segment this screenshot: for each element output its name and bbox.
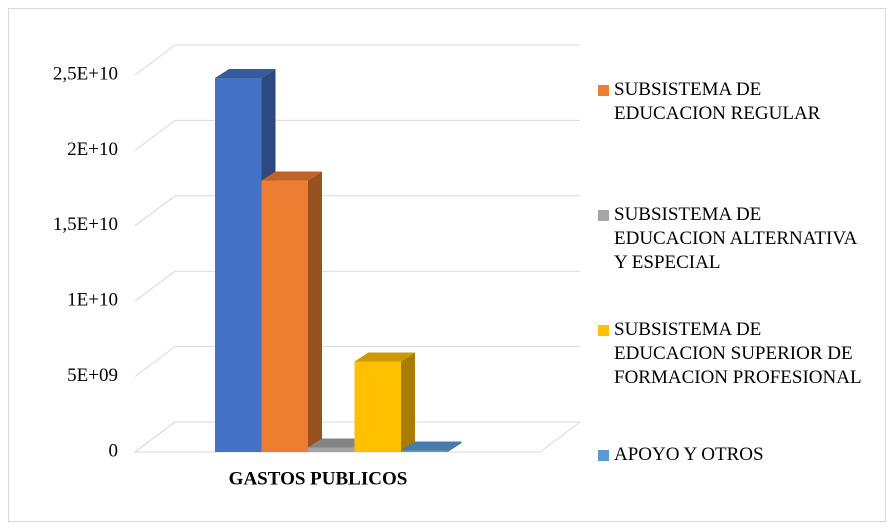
bar-top [215,69,276,79]
bar [401,450,448,452]
chart-border [8,8,886,522]
bar-top [401,441,462,451]
grid-line [134,44,176,76]
grid-line [134,346,176,378]
legend-label: SUBSISTEMA DE EDUCACION ALTERNATIVA Y ES… [614,204,857,273]
grid-line [134,120,176,151]
legend-label: SUBSISTEMA DE EDUCACION SUPERIOR DE FORM… [614,319,862,388]
grid-line [134,270,176,302]
legend-swatch [598,210,609,221]
y-tick-label: 1E+10 [67,290,118,311]
bar-top [261,171,322,181]
y-tick-label: 2,5E+10 [53,63,118,84]
bar-top [354,352,415,362]
y-tick-label: 1,5E+10 [53,214,118,235]
x-tick-label: GASTOS PUBLICOS [229,468,408,489]
legend-item: APOYO Y OTROS [598,443,873,467]
legend-item: SUBSISTEMA DE EDUCACION ALTERNATIVA Y ES… [598,203,873,275]
legend-swatch [598,450,609,461]
y-tick-label: 2E+10 [67,139,118,160]
legend-item: SUBSISTEMA DE EDUCACION SUPERIOR DE FORM… [598,318,873,390]
bar [354,361,401,452]
bar-side [308,171,322,452]
legend-item: SUBSISTEMA DE EDUCACION REGULAR [598,78,873,126]
grid-line [134,195,176,227]
y-tick-label: 0 [109,440,119,461]
legend-label: APOYO Y OTROS [614,444,764,465]
bar [261,180,308,452]
bar [308,447,355,452]
legend-swatch [598,325,609,336]
bar-side [447,441,462,452]
legend-label: SUBSISTEMA DE EDUCACION REGULAR [614,79,821,124]
bar [215,78,262,453]
y-tick-label: 5E+09 [67,365,118,386]
bar-side [401,352,415,452]
legend-swatch [598,85,609,96]
bar-top [308,438,369,448]
